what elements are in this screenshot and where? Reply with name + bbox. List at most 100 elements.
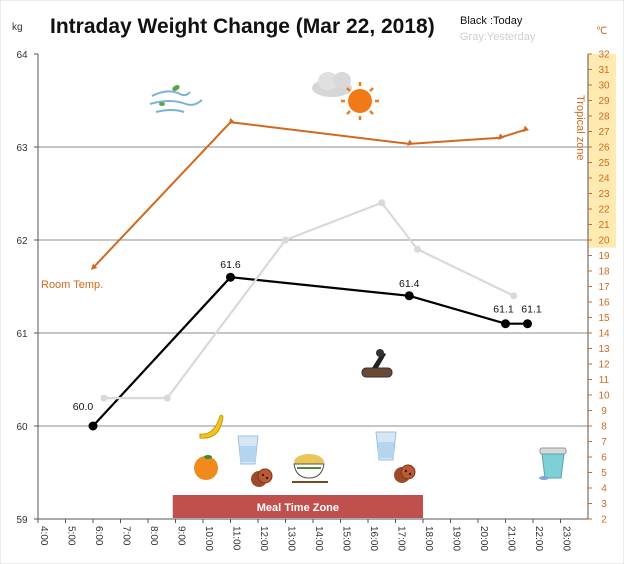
y-unit-label: kg: [12, 22, 23, 33]
y2-tick-label: 2: [601, 515, 607, 526]
orange-fruit-icon: [194, 455, 218, 480]
data-label: 61.1: [521, 304, 542, 316]
x-tick-label: 19:00: [451, 526, 462, 551]
data-label: 61.6: [220, 259, 241, 271]
meal-time-zone-label: Meal Time Zone: [257, 502, 339, 514]
data-label: 61.4: [399, 278, 420, 290]
y2-tick-label: 29: [598, 96, 610, 107]
y2-tick-label: 27: [598, 127, 610, 138]
y2-tick-label: 23: [598, 189, 610, 200]
water-glass-icon: [375, 431, 397, 461]
x-tick-label: 12:00: [258, 526, 269, 551]
y2-tick-label: 32: [598, 50, 610, 61]
x-tick-label: 9:00: [176, 526, 187, 546]
series-marker-1: [282, 236, 289, 244]
series-marker-1: [414, 245, 421, 253]
series-marker-0: [501, 319, 510, 329]
y-tick-label: 63: [16, 143, 28, 154]
tropical-zone-band: [588, 54, 616, 248]
x-tick-label: 5:00: [66, 526, 77, 546]
y2-tick-label: 7: [601, 437, 607, 448]
y2-tick-label: 18: [598, 267, 610, 278]
y-ticks-right: 2345678910111213141516171819202122232425…: [588, 50, 610, 526]
chart-title: Intraday Weight Change (Mar 22, 2018): [50, 15, 435, 38]
microscope-icon: [361, 349, 393, 378]
x-tick-label: 17:00: [396, 526, 407, 551]
y2-tick-label: 11: [599, 375, 610, 386]
x-ticks: 4:00 5:00 6:00 7:00 8:00 9:00 10:00 11:00 12:00 1…: [37, 519, 572, 551]
data-label: 61.1: [493, 304, 514, 316]
series-marker-2: [522, 125, 529, 133]
y2-tick-label: 28: [598, 112, 610, 123]
y2-tick-label: 26: [598, 143, 610, 154]
series-marker-0: [404, 291, 414, 301]
y2-tick-label: 9: [601, 406, 607, 417]
y2-tick-label: 13: [598, 344, 610, 355]
cookies-icon: [394, 464, 416, 483]
x-tick-label: 15:00: [341, 526, 352, 551]
x-tick-label: 7:00: [121, 526, 132, 546]
data-labels: 60.0 61.6 61.4 61.1 61.1: [73, 259, 542, 413]
x-tick-label: 11:00: [231, 526, 242, 551]
y2-tick-label: 6: [601, 453, 607, 464]
yogurt-cup-icon: [539, 447, 567, 480]
cookies-icon: [251, 468, 273, 487]
series-line-1: [104, 201, 515, 400]
y2-unit-label: ℃: [596, 26, 607, 37]
tropical-zone-label: Tropical zone: [574, 95, 586, 161]
series-marker-1: [510, 292, 518, 300]
y2-tick-label: 22: [598, 205, 610, 216]
wind-icon: [149, 85, 203, 113]
y2-tick-label: 21: [598, 220, 610, 231]
y-tick-label: 59: [16, 515, 28, 526]
x-tick-label: 21:00: [506, 526, 517, 551]
y2-tick-label: 3: [601, 499, 607, 510]
series-marker-1: [163, 394, 171, 402]
series-marker-1: [378, 199, 386, 207]
series-group: [88, 117, 532, 431]
gridlines: [38, 146, 588, 427]
x-tick-label: 20:00: [478, 526, 489, 551]
y2-tick-label: 19: [598, 251, 610, 262]
x-tick-label: 10:00: [203, 526, 214, 551]
y2-tick-label: 17: [598, 282, 610, 293]
y2-tick-label: 15: [598, 313, 610, 324]
water-glass-icon: [237, 435, 259, 465]
series-marker-0: [88, 421, 98, 431]
y-tick-label: 62: [16, 236, 28, 247]
x-tick-label: 6:00: [93, 526, 104, 546]
y2-tick-label: 4: [601, 484, 607, 495]
y2-tick-label: 14: [598, 329, 610, 340]
y2-tick-label: 8: [601, 422, 607, 433]
meal-time-zone-band: [172, 495, 423, 518]
series-marker-1: [100, 394, 108, 402]
series-marker-2: [90, 263, 98, 271]
series-marker-0: [523, 319, 532, 329]
y-ticks-left: 59 60 61 62 63 64: [16, 50, 38, 526]
y-tick-label: 61: [16, 329, 28, 340]
cloud-sun-icon: [312, 72, 379, 120]
legend-today: Black :Today: [460, 15, 523, 27]
y-tick-label: 60: [16, 422, 28, 433]
y2-tick-label: 5: [601, 468, 607, 479]
y2-tick-label: 25: [598, 158, 610, 169]
x-tick-label: 16:00: [368, 526, 379, 551]
x-tick-label: 23:00: [561, 526, 572, 551]
x-tick-label: 22:00: [533, 526, 544, 551]
x-tick-label: 18:00: [423, 526, 434, 551]
y2-tick-label: 31: [598, 65, 610, 76]
y2-tick-label: 10: [598, 391, 610, 402]
y2-tick-label: 20: [598, 236, 610, 247]
legend-yesterday: Gray:Yesterday: [460, 31, 536, 43]
y2-tick-label: 16: [598, 298, 610, 309]
y2-tick-label: 24: [598, 174, 610, 185]
room-temp-label: Room Temp.: [41, 279, 103, 291]
x-tick-label: 14:00: [313, 526, 324, 551]
data-label: 60.0: [73, 401, 94, 413]
rice-bowl-icon: [292, 454, 328, 483]
y2-tick-label: 12: [598, 360, 610, 371]
series-marker-0: [226, 272, 235, 282]
x-tick-label: 13:00: [286, 526, 297, 551]
x-tick-label: 4:00: [38, 526, 49, 546]
